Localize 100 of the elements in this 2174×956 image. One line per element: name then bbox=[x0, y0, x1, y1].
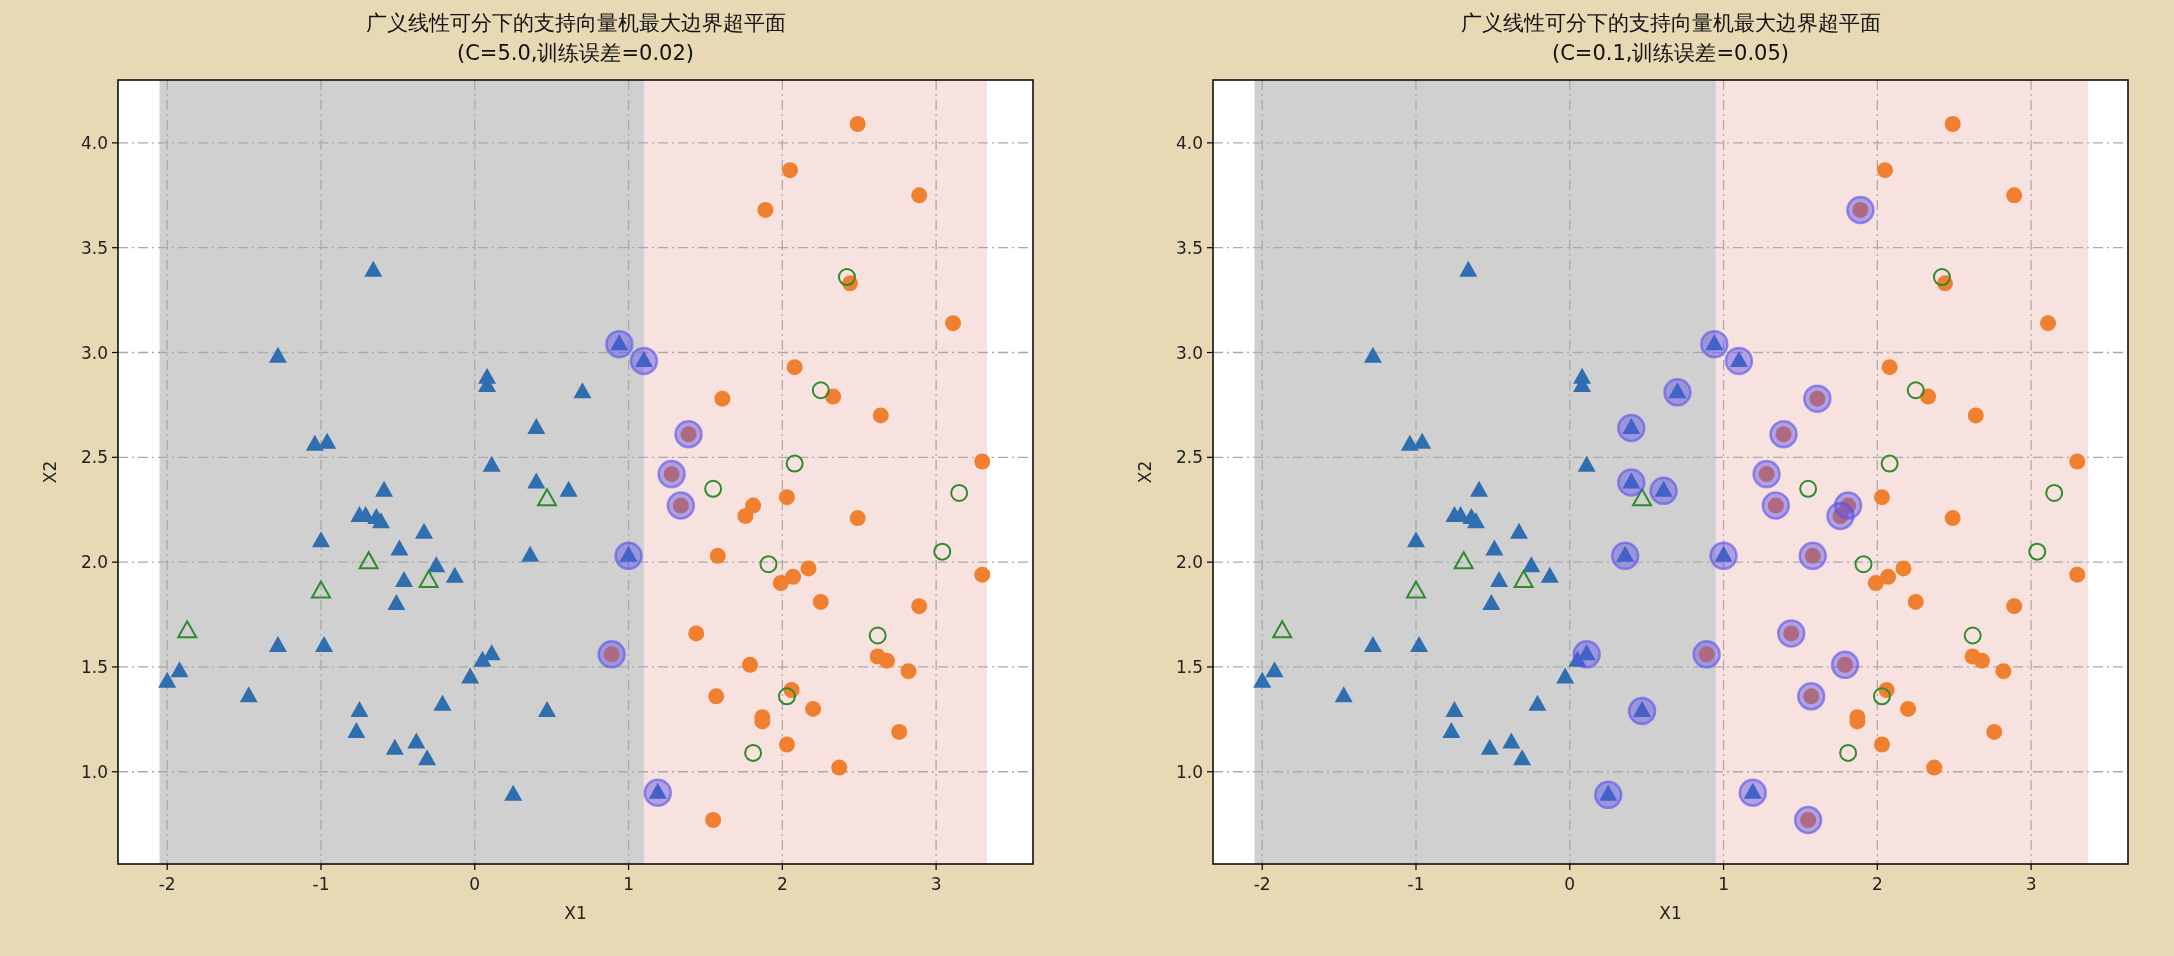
point bbox=[371, 512, 390, 529]
point bbox=[1854, 555, 1873, 574]
y-tick-label: 4.0 bbox=[80, 132, 108, 153]
chart-title: 广义线性可分下的支持向量机最大边界超平面 bbox=[365, 11, 786, 35]
point bbox=[375, 480, 394, 497]
x-tick-label: 3 bbox=[2025, 874, 2037, 894]
x-tick-label: -2 bbox=[1253, 874, 1271, 894]
point bbox=[974, 453, 991, 470]
point bbox=[800, 560, 817, 577]
point bbox=[347, 721, 366, 738]
point bbox=[1410, 635, 1429, 652]
point bbox=[2069, 453, 2086, 470]
point bbox=[407, 732, 426, 749]
point bbox=[666, 491, 696, 520]
point bbox=[1995, 663, 2012, 680]
point bbox=[2006, 187, 2023, 204]
chart-subtitle: (C=0.1,训练误差=0.05) bbox=[1551, 41, 1790, 65]
point bbox=[311, 531, 330, 548]
point bbox=[1724, 346, 1754, 376]
point bbox=[318, 432, 337, 449]
point bbox=[1895, 560, 1912, 577]
point bbox=[1769, 420, 1798, 449]
x-tick-label: 3 bbox=[930, 874, 942, 894]
point bbox=[1663, 378, 1692, 407]
point bbox=[1617, 468, 1646, 497]
point bbox=[433, 694, 452, 711]
y-tick-label: 1.5 bbox=[80, 656, 108, 677]
point bbox=[849, 510, 866, 527]
point bbox=[812, 593, 829, 610]
point bbox=[950, 483, 969, 502]
point bbox=[1363, 346, 1382, 363]
point bbox=[1761, 491, 1791, 520]
point bbox=[786, 359, 803, 376]
point bbox=[1880, 568, 1897, 585]
y-tick-label: 2.0 bbox=[80, 552, 108, 573]
point bbox=[811, 381, 830, 400]
point bbox=[849, 116, 866, 133]
point bbox=[2040, 315, 2057, 332]
point bbox=[2069, 566, 2086, 583]
point bbox=[482, 455, 501, 472]
y-axis-title: X2 bbox=[40, 460, 60, 484]
point bbox=[785, 568, 802, 585]
point bbox=[1510, 522, 1529, 539]
point bbox=[1522, 556, 1541, 573]
point bbox=[1867, 575, 1884, 592]
point bbox=[1846, 195, 1875, 225]
point bbox=[504, 784, 523, 801]
point bbox=[1738, 778, 1768, 807]
point bbox=[757, 201, 774, 218]
point bbox=[1528, 694, 1547, 711]
point bbox=[1692, 640, 1721, 669]
point bbox=[629, 346, 659, 376]
point bbox=[837, 268, 856, 287]
point bbox=[1480, 738, 1499, 755]
point bbox=[709, 547, 726, 564]
point bbox=[657, 459, 686, 489]
y-tick-label: 1.5 bbox=[1175, 656, 1203, 677]
point bbox=[1363, 635, 1382, 652]
point bbox=[777, 687, 796, 706]
y-tick-label: 2.5 bbox=[1175, 447, 1203, 468]
point bbox=[1593, 780, 1623, 810]
point bbox=[473, 650, 492, 667]
point bbox=[1540, 566, 1559, 583]
point bbox=[778, 736, 795, 753]
point bbox=[1932, 268, 1951, 287]
point bbox=[2028, 542, 2047, 561]
point bbox=[445, 566, 464, 583]
point bbox=[614, 541, 643, 571]
point bbox=[1253, 671, 1272, 688]
point bbox=[1873, 489, 1890, 506]
point bbox=[1872, 687, 1891, 706]
x-tick-label: 0 bbox=[469, 874, 481, 894]
point bbox=[1610, 541, 1640, 571]
point bbox=[782, 162, 799, 179]
point bbox=[1466, 512, 1485, 529]
point bbox=[1649, 476, 1678, 506]
y-tick-label: 3.0 bbox=[80, 342, 108, 363]
point bbox=[2006, 598, 2023, 615]
y-axis-title: X2 bbox=[1135, 460, 1155, 484]
y-tick-label: 4.0 bbox=[1175, 132, 1203, 153]
point bbox=[1900, 700, 1917, 717]
point bbox=[878, 652, 895, 669]
point bbox=[1967, 407, 1984, 424]
point bbox=[418, 749, 437, 766]
point bbox=[1944, 510, 1961, 527]
point bbox=[1577, 455, 1596, 472]
point bbox=[1803, 384, 1832, 413]
point bbox=[358, 551, 379, 570]
point bbox=[537, 488, 558, 507]
point bbox=[1796, 682, 1826, 711]
point bbox=[1776, 619, 1806, 648]
point bbox=[310, 580, 331, 599]
point bbox=[831, 759, 848, 776]
y-tick-label: 1.0 bbox=[1175, 761, 1203, 782]
point bbox=[1926, 759, 1943, 776]
point bbox=[708, 688, 725, 705]
point bbox=[1700, 329, 1729, 359]
point bbox=[527, 472, 546, 489]
point bbox=[538, 700, 557, 717]
point bbox=[268, 635, 287, 652]
